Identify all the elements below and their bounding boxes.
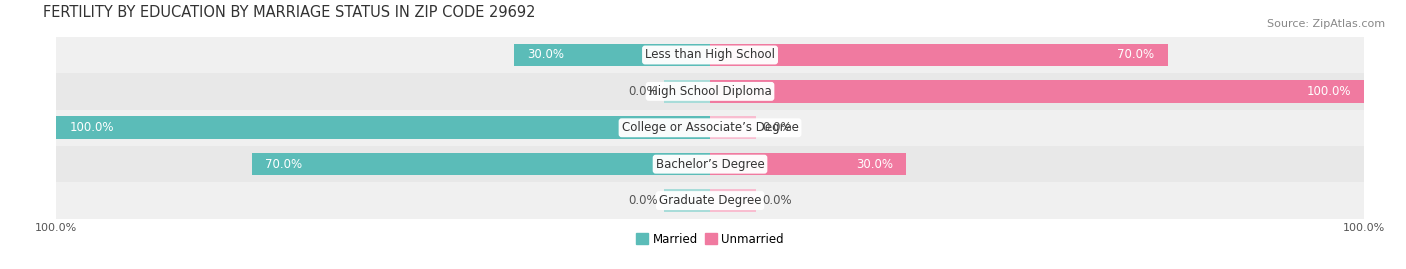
Text: High School Diploma: High School Diploma <box>648 85 772 98</box>
Bar <box>56 37 1364 73</box>
Legend: Married, Unmarried: Married, Unmarried <box>634 230 786 248</box>
Text: FERTILITY BY EDUCATION BY MARRIAGE STATUS IN ZIP CODE 29692: FERTILITY BY EDUCATION BY MARRIAGE STATU… <box>44 5 536 20</box>
Bar <box>56 146 1364 182</box>
Bar <box>710 189 756 212</box>
Bar <box>253 153 710 175</box>
Text: Source: ZipAtlas.com: Source: ZipAtlas.com <box>1267 19 1385 29</box>
Bar <box>710 44 1167 66</box>
Text: 100.0%: 100.0% <box>69 121 114 134</box>
Text: 70.0%: 70.0% <box>1118 48 1154 62</box>
Text: 0.0%: 0.0% <box>628 85 658 98</box>
Bar <box>56 109 1364 146</box>
Text: 30.0%: 30.0% <box>856 158 893 171</box>
Bar <box>664 189 710 212</box>
Bar <box>56 116 710 139</box>
Text: 0.0%: 0.0% <box>762 194 792 207</box>
Bar <box>515 44 710 66</box>
Text: Bachelor’s Degree: Bachelor’s Degree <box>655 158 765 171</box>
Text: 0.0%: 0.0% <box>628 194 658 207</box>
Text: 70.0%: 70.0% <box>266 158 302 171</box>
Bar <box>710 116 756 139</box>
Bar <box>664 80 710 103</box>
Bar <box>56 182 1364 219</box>
Text: 30.0%: 30.0% <box>527 48 564 62</box>
Text: Less than High School: Less than High School <box>645 48 775 62</box>
Bar <box>56 73 1364 109</box>
Text: Graduate Degree: Graduate Degree <box>659 194 761 207</box>
Text: 0.0%: 0.0% <box>762 121 792 134</box>
Bar <box>710 80 1364 103</box>
Text: College or Associate’s Degree: College or Associate’s Degree <box>621 121 799 134</box>
Bar <box>710 153 905 175</box>
Text: 100.0%: 100.0% <box>1306 85 1351 98</box>
